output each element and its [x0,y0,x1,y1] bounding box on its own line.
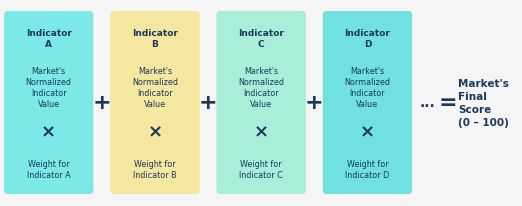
Text: Market's
Normalized
Indicator
Value: Market's Normalized Indicator Value [26,66,72,108]
Text: +: + [305,93,324,113]
Text: +: + [199,93,217,113]
Text: Market's
Normalized
Indicator
Value: Market's Normalized Indicator Value [238,66,284,108]
Text: Market's
Normalized
Indicator
Value: Market's Normalized Indicator Value [345,66,390,108]
Text: Indicator
B: Indicator B [132,29,178,49]
Text: Weight for
Indicator D: Weight for Indicator D [346,159,389,179]
Text: Weight for
Indicator A: Weight for Indicator A [27,159,70,179]
Text: Indicator
A: Indicator A [26,29,72,49]
Text: Market's
Final
Score
(0 – 100): Market's Final Score (0 – 100) [458,78,509,128]
Text: Weight for
Indicator C: Weight for Indicator C [239,159,283,179]
Text: ×: × [254,123,269,141]
Text: Weight for
Indicator B: Weight for Indicator B [133,159,177,179]
FancyBboxPatch shape [110,12,199,194]
FancyBboxPatch shape [217,12,306,194]
Text: ...: ... [420,96,436,110]
Text: Market's
Normalized
Indicator
Value: Market's Normalized Indicator Value [132,66,178,108]
Text: Indicator
D: Indicator D [345,29,390,49]
Text: ×: × [360,123,375,141]
Text: =: = [439,93,458,113]
Text: +: + [92,93,111,113]
Text: Indicator
C: Indicator C [238,29,284,49]
Text: ×: × [41,123,56,141]
FancyBboxPatch shape [323,12,412,194]
Text: ×: × [147,123,162,141]
FancyBboxPatch shape [4,12,93,194]
